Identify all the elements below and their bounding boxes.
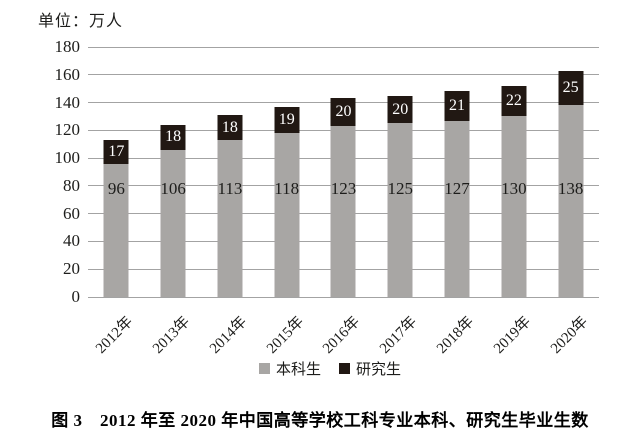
legend-label-undergrad: 本科生 — [275, 362, 321, 378]
y-tick-label: 160 — [54, 64, 81, 84]
x-tick-label: 2019年 — [490, 313, 534, 357]
undergrad-bar-segment — [160, 149, 186, 297]
undergrad-value-label: 130 — [501, 179, 527, 198]
bar-column: 21 127 — [429, 47, 486, 297]
undergrad-value-label: 106 — [160, 179, 186, 198]
grad-value-label: 19 — [278, 110, 295, 128]
grad-bar-segment: 21 — [444, 91, 470, 121]
grad-value-label: 20 — [335, 103, 352, 121]
bar-stack: 17 — [103, 140, 129, 297]
x-tick-label: 2018年 — [434, 313, 478, 357]
undergrad-value-label: 127 — [444, 179, 470, 198]
bar-column: 18 106 — [145, 47, 202, 297]
grad-value-label: 25 — [562, 78, 579, 96]
undergrad-bar-segment — [103, 163, 129, 297]
x-tick-label: 2012年 — [93, 313, 137, 357]
undergrad-value-label: 123 — [330, 179, 357, 198]
undergrad-value-label: 96 — [107, 179, 125, 198]
x-tick-label: 2013年 — [150, 313, 194, 357]
y-tick-label: 140 — [54, 92, 81, 112]
undergrad-value-label: 118 — [274, 179, 300, 198]
grad-bar-segment: 17 — [103, 140, 129, 164]
y-tick-label: 120 — [54, 120, 81, 140]
grad-bar-segment: 18 — [217, 115, 243, 141]
plot-area: 2012年 17 96 2013年 18 106 2014年 18 113 2015年 19 118 2… — [88, 46, 599, 357]
grad-bar-segment: 20 — [387, 95, 413, 124]
y-tick-label: 40 — [63, 231, 80, 251]
gridline — [88, 296, 599, 298]
bar-column: 19 118 — [258, 47, 315, 297]
bar-column: 25 138 — [542, 47, 599, 297]
grad-value-label: 17 — [108, 142, 125, 160]
grad-value-label: 22 — [505, 92, 522, 110]
grad-swatch-icon — [339, 363, 350, 374]
y-tick-label: 100 — [54, 148, 81, 168]
undergrad-value-label: 113 — [217, 179, 243, 198]
x-tick-label: 2014年 — [206, 313, 251, 357]
legend-label-grad: 研究生 — [356, 362, 402, 378]
legend-item-grad: 研究生 — [339, 358, 401, 379]
grad-bar-segment: 25 — [558, 70, 584, 106]
y-tick-label: 80 — [63, 175, 80, 195]
bar-column: 18 113 — [202, 47, 259, 297]
bar-column: 20 125 — [372, 47, 429, 297]
bar-stack: 18 — [217, 115, 243, 297]
bar-stack: 18 — [160, 124, 186, 297]
y-tick-label: 0 — [71, 287, 81, 306]
bar-column: 22 130 — [485, 47, 542, 297]
grad-bar-segment: 18 — [160, 124, 186, 150]
legend-item-undergrad: 本科生 — [258, 358, 321, 379]
x-tick-label: 2020年 — [547, 313, 591, 357]
grad-value-label: 18 — [165, 128, 182, 146]
undergrad-bar-segment — [274, 133, 300, 297]
bar-stack: 19 — [274, 106, 300, 297]
undergrad-value-label: 125 — [387, 179, 414, 198]
gridline — [88, 46, 599, 48]
legend: 本科生 研究生 — [0, 358, 640, 379]
bar-stack: 25 — [558, 70, 584, 297]
grad-bar-segment: 22 — [501, 85, 527, 117]
bar-stack: 20 — [387, 95, 413, 297]
undergrad-bar-segment — [330, 126, 356, 297]
bar-column: 20 123 — [315, 47, 372, 297]
undergrad-bar-segment — [444, 120, 470, 297]
x-tick-label: 2015年 — [263, 313, 307, 357]
undergrad-swatch-icon — [258, 363, 270, 374]
figure-caption: 图 3 2012 年至 2020 年中国高等学校工科专业本科、研究生毕业生数 — [51, 411, 589, 430]
grad-value-label: 21 — [449, 97, 466, 115]
undergrad-bar-segment — [217, 140, 243, 297]
grad-bar-segment: 20 — [330, 98, 356, 127]
x-tick-label: 2017年 — [377, 313, 421, 357]
gridline — [88, 74, 599, 76]
x-tick-label: 2016年 — [320, 313, 364, 357]
undergrad-value-label: 138 — [557, 179, 584, 198]
bar-stack: 20 — [330, 98, 356, 297]
y-tick-label: 20 — [63, 259, 80, 279]
y-tick-label: 60 — [63, 203, 80, 223]
grad-value-label: 20 — [392, 100, 409, 118]
y-tick-label: 180 — [54, 37, 81, 56]
grad-value-label: 18 — [221, 118, 238, 136]
undergrad-bar-segment — [501, 116, 527, 297]
bar-stack: 21 — [444, 91, 470, 297]
grad-bar-segment: 19 — [274, 106, 300, 134]
unit-label: 单位：万人 — [38, 13, 124, 30]
undergrad-bar-segment — [558, 105, 584, 297]
undergrad-bar-segment — [387, 123, 413, 297]
bar-column: 17 96 — [88, 47, 145, 297]
bar-stack: 22 — [501, 85, 527, 297]
